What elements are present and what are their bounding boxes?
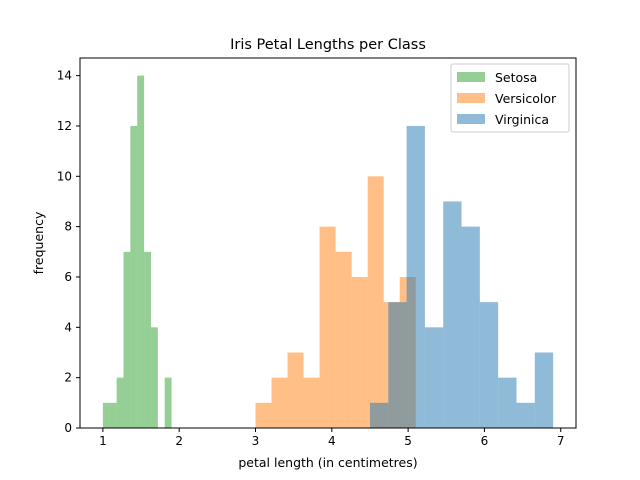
legend-swatch-setosa: [457, 72, 485, 82]
histogram-bar-setosa-1: [109, 402, 117, 428]
chart-title: Iris Petal Lengths per Class: [230, 37, 426, 53]
histogram-bar-virginica-2: [406, 125, 425, 429]
histogram-bar-virginica-4: [443, 201, 462, 428]
plot-area: [102, 75, 554, 429]
x-axis-label: petal length (in centimetres): [238, 455, 417, 470]
x-tick-label: 7: [557, 434, 565, 448]
y-tick-label: 10: [57, 169, 72, 183]
legend-label-setosa: Setosa: [495, 70, 537, 85]
histogram-bar-setosa-4: [130, 125, 138, 429]
x-tick-label: 3: [252, 434, 260, 448]
y-tick-label: 12: [57, 119, 72, 133]
x-axis: 1 2 3 4 5 6 7: [99, 428, 565, 448]
histogram-bar-versicolor-1: [271, 377, 288, 428]
x-tick-label: 1: [99, 434, 107, 448]
x-tick-label: 5: [404, 434, 412, 448]
histogram-bar-versicolor-6: [351, 276, 368, 428]
y-tick-label: 2: [64, 371, 72, 385]
legend: Setosa Versicolor Virginica: [450, 63, 570, 133]
legend-swatch-virginica: [457, 114, 485, 124]
histogram-bar-virginica-9: [534, 352, 554, 428]
histogram-bar-setosa-6: [144, 251, 151, 428]
legend-label-versicolor: Versicolor: [495, 91, 557, 106]
y-tick-label: 0: [64, 421, 72, 435]
histogram-bar-versicolor-0: [255, 402, 272, 428]
histogram-bar-virginica-6: [479, 302, 499, 428]
histogram-bar-setosa-7: [150, 327, 158, 428]
y-tick-label: 4: [64, 320, 72, 334]
x-tick-label: 2: [175, 434, 183, 448]
histogram-bar-virginica-3: [424, 327, 444, 428]
histogram-bar-versicolor-5: [335, 251, 352, 428]
histogram-bar-virginica-0: [369, 402, 389, 428]
histogram-bar-setosa-5: [137, 75, 145, 428]
histogram-bar-versicolor-2: [287, 352, 304, 428]
legend-swatch-versicolor: [457, 93, 485, 103]
histogram-bar-virginica-7: [498, 377, 517, 428]
y-tick-label: 14: [57, 69, 72, 83]
histogram-bar-setosa-9: [164, 377, 172, 428]
histogram-bar-versicolor-3: [303, 377, 320, 428]
histogram-bar-setosa-0: [102, 402, 110, 428]
y-tick-label: 8: [64, 220, 72, 234]
histogram-bar-virginica-8: [516, 402, 535, 428]
y-axis: 0 2 4 6 8 10 12 14: [57, 69, 80, 435]
legend-label-virginica: Virginica: [495, 112, 549, 127]
histogram-bar-versicolor-7: [367, 176, 384, 428]
histogram-bar-setosa-2: [116, 377, 124, 428]
histogram-bar-virginica-5: [461, 226, 480, 428]
histogram-bar-setosa-3: [123, 251, 131, 428]
axes-frame: [79, 57, 577, 429]
y-axis-label: frequency: [31, 211, 46, 274]
histogram-bar-virginica-1: [388, 302, 407, 428]
x-tick-label: 6: [481, 434, 489, 448]
y-tick-label: 6: [64, 270, 72, 284]
histogram-bar-versicolor-4: [319, 226, 336, 428]
x-tick-label: 4: [328, 434, 336, 448]
